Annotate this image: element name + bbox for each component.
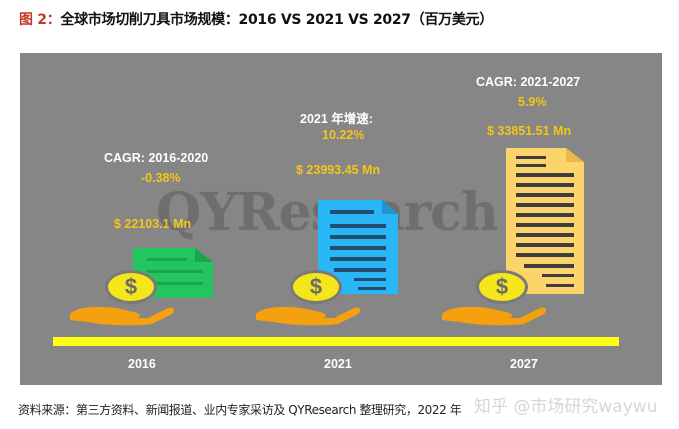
coin-icon-2027: $ [476,270,528,304]
zhihu-watermark: 知乎 @市场研究waywu [474,397,658,417]
heading-2027: CAGR: 2021-2027 [476,75,581,89]
title-text: 全球市场切削刀具市场规模：2016 VS 2021 VS 2027（百万美元） [60,12,493,28]
hand-icon-2016 [70,306,175,326]
value-2021: $ 23993.45 Mn [296,163,381,177]
year-label-2016: 2016 [128,357,156,371]
year-label-2021: 2021 [324,357,352,371]
hand-icon-2027 [442,306,547,326]
timeline-bar [53,337,619,346]
coin-icon-2016: $ [105,270,157,304]
rate-2016: -0.38% [141,171,181,185]
coin-icon-2021: $ [290,270,342,304]
hand-icon-2021 [256,306,361,326]
heading-2016: CAGR: 2016-2020 [104,151,209,165]
figure-label: 图 2： [19,12,61,28]
rate-2027: 5.9% [518,95,547,109]
year-label-2027: 2027 [510,357,538,371]
value-2016: $ 22103.1 Mn [114,217,192,231]
source-note: 资料来源：第三方资料、新闻报道、业内专家采访及 QYResearch 整理研究，… [18,403,462,417]
rate-2021: 10.22% [322,128,365,142]
heading-2021: 2021 年增速: [300,112,373,126]
chart-title: 图 2：全球市场切削刀具市场规模：2016 VS 2021 VS 2027（百万… [19,9,493,29]
value-2027: $ 33851.51 Mn [487,124,572,138]
document-icon-2021 [318,200,398,294]
document-icon-2027 [506,148,584,294]
